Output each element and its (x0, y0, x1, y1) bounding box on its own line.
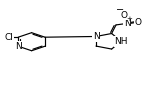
Text: Cl: Cl (4, 33, 13, 42)
Text: −: − (116, 5, 124, 15)
Text: O: O (121, 10, 128, 20)
Text: +: + (127, 16, 133, 22)
Text: NH: NH (115, 37, 128, 46)
Text: N: N (15, 42, 22, 51)
Text: N: N (93, 32, 99, 41)
Text: N: N (124, 19, 130, 28)
Text: O: O (135, 18, 142, 27)
